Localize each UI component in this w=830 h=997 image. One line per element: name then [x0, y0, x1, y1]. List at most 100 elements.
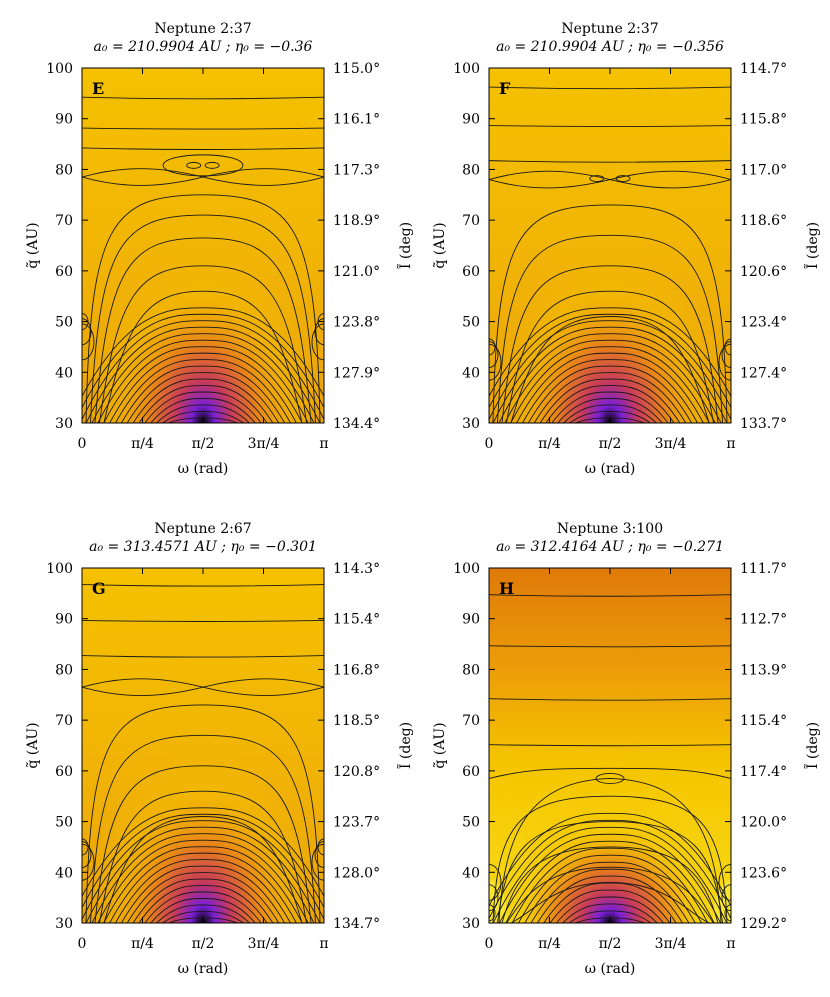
contour-hump	[115, 359, 291, 423]
y-axis-label: q̃ (AU)	[25, 222, 41, 268]
y-right-tick-label: 123.6°	[740, 865, 787, 881]
contour-hump	[156, 904, 250, 923]
contour-edge-loop	[724, 904, 731, 922]
contour-hump	[489, 812, 731, 908]
y-axis-label: q̃ (AU)	[25, 722, 41, 768]
contour-horizontal	[489, 645, 731, 648]
panel-letter: F	[499, 79, 511, 98]
y-tick-label: 60	[462, 764, 480, 780]
contour-edge-loop	[721, 884, 731, 912]
y-right-tick-label: 123.4°	[740, 315, 787, 331]
y-right-tick-label: 118.5°	[333, 713, 380, 729]
y-right-tick-label: 115.8°	[740, 112, 787, 128]
contour-arch	[85, 194, 321, 423]
contour-hump	[150, 898, 256, 923]
contour-arch	[492, 204, 728, 423]
x-axis-label: ω (rad)	[178, 961, 229, 977]
contour-edge-loop	[82, 841, 92, 868]
contour-hump	[85, 826, 321, 923]
contour-hump	[489, 307, 731, 398]
y-right-tick-label: 116.8°	[333, 662, 380, 678]
y-tick-label: 80	[462, 162, 480, 178]
y-right-axis-label: Ĩ (deg)	[396, 222, 414, 269]
chart-subtitle: a₀ = 210.9904 AU ; η₀ = −0.36	[94, 39, 313, 55]
contour-hump	[109, 352, 297, 423]
y-tick-label: 60	[55, 764, 73, 780]
contour-hump	[120, 865, 286, 923]
contour-arch	[99, 265, 307, 423]
y-right-tick-label: 118.9°	[333, 213, 380, 229]
x-tick-label: 3π/4	[655, 936, 687, 952]
resonance-island	[204, 161, 220, 169]
contour-horizontal	[489, 125, 731, 128]
panel-letter: G	[92, 579, 106, 598]
panel-e: 30 134.4° 40 127.9° 50 123.8° 60 121.0° 70 118.9°…	[25, 21, 414, 477]
contour-hump	[109, 852, 297, 923]
contour-horizontal	[489, 160, 731, 163]
y-right-tick-label: 128.0°	[333, 865, 380, 881]
x-tick-label: π/2	[192, 936, 215, 952]
y-tick-label: 40	[462, 365, 480, 381]
y-right-tick-label: 117.3°	[333, 162, 380, 178]
contour-hump	[551, 391, 669, 423]
contour-horizontal	[82, 127, 324, 130]
contour-edge-loop	[489, 341, 499, 368]
contour-arch	[506, 866, 714, 923]
contour-hump	[533, 372, 687, 423]
y-tick-label: 70	[55, 713, 73, 729]
y-tick-label: 50	[462, 815, 480, 831]
y-right-tick-label: 134.4°	[333, 416, 380, 432]
contour-hump	[563, 404, 657, 423]
contour-hump	[527, 365, 693, 423]
panel-letter: E	[92, 79, 104, 98]
y-tick-label: 40	[55, 865, 73, 881]
y-right-tick-label: 127.4°	[740, 365, 787, 381]
resonance-island	[186, 161, 202, 169]
contour-separatrix-lower	[489, 179, 731, 189]
y-tick-label: 50	[55, 815, 73, 831]
resonance-island	[589, 175, 605, 183]
chart-title: Neptune 2:67	[154, 521, 251, 537]
y-right-tick-label: 117.0°	[740, 162, 787, 178]
y-tick-label: 30	[462, 916, 480, 932]
y-tick-label: 100	[453, 561, 480, 577]
y-tick-label: 100	[46, 561, 73, 577]
contour-hump	[569, 410, 651, 423]
contour-hump	[126, 372, 280, 423]
y-right-tick-label: 114.7°	[740, 61, 787, 77]
contour-arch	[90, 734, 316, 923]
contour-horizontal	[489, 744, 731, 747]
contour-horizontal	[489, 698, 731, 701]
x-tick-label: 0	[485, 436, 494, 452]
contour-edge-loop	[489, 904, 496, 922]
chart-title: Neptune 2:37	[154, 21, 251, 37]
contour-hump	[549, 889, 671, 923]
contour-hump	[82, 320, 324, 421]
x-tick-label: π/4	[538, 436, 561, 452]
y-right-tick-label: 123.7°	[333, 815, 380, 831]
x-tick-label: π	[319, 436, 328, 452]
chart-title: Neptune 3:100	[557, 521, 663, 537]
contour-separatrix-lower	[82, 176, 324, 186]
contour-separatrix-lower	[82, 686, 324, 696]
x-tick-label: 0	[78, 436, 87, 452]
y-tick-label: 90	[55, 612, 73, 628]
x-tick-label: π	[726, 936, 735, 952]
contour-hump	[499, 833, 721, 923]
y-tick-label: 80	[55, 662, 73, 678]
y-right-tick-label: 121.0°	[333, 264, 380, 280]
contour-hump	[557, 398, 663, 423]
contour-arch	[103, 290, 303, 423]
y-right-tick-label: 115.4°	[740, 713, 787, 729]
y-right-tick-label: 127.9°	[333, 365, 380, 381]
y-tick-label: 60	[55, 264, 73, 280]
chart-subtitle: a₀ = 313.4571 AU ; η₀ = −0.301	[89, 539, 317, 555]
y-right-tick-label: 118.6°	[740, 213, 787, 229]
contour-horizontal	[82, 655, 324, 658]
contour-separatrix-lower	[498, 778, 722, 923]
chart-subtitle: a₀ = 210.9904 AU ; η₀ = −0.356	[496, 39, 724, 55]
contour-arch	[510, 316, 710, 423]
contour-hump	[489, 819, 731, 920]
contour-hump	[505, 840, 715, 923]
contour-edge-loop	[721, 341, 731, 368]
